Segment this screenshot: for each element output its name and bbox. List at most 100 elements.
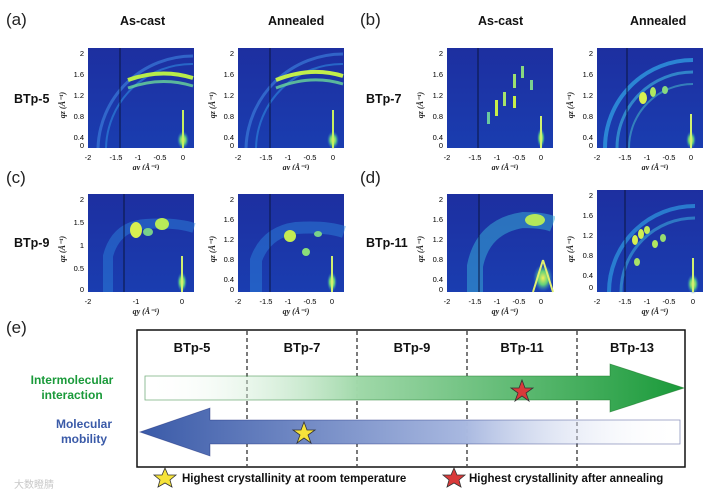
tick: 0.8	[583, 251, 593, 260]
scheme-column-btp7: BTp-7	[284, 340, 321, 355]
tick: 2	[589, 191, 593, 200]
tick: -1	[133, 297, 140, 306]
scheme-column-btp13: BTp-13	[610, 340, 654, 355]
tick: 2	[439, 195, 443, 204]
y-axis-label: qz (Å⁻¹)	[208, 91, 217, 118]
tick: 1.6	[74, 70, 84, 79]
tick: -0.5	[513, 153, 526, 162]
panel-d-label: (d)	[360, 168, 381, 187]
panel-c-sample: BTp-9	[14, 236, 50, 250]
tick: -1.5	[469, 297, 482, 306]
y-axis-label-b: qz (Å⁻¹)	[416, 91, 425, 118]
tick: 1.6	[224, 215, 234, 224]
tick: 0.4	[433, 133, 443, 142]
intermolecular-label-2: interaction	[41, 388, 102, 402]
y-axis-label: qz (Å⁻¹)	[58, 235, 67, 262]
panel-d-sample: BTp-11	[366, 236, 408, 250]
tick: -1	[494, 153, 501, 162]
y-axis-label-a: qz (Å⁻¹)	[58, 91, 67, 118]
tick: 1.2	[433, 91, 443, 100]
panel-e-label: (e)	[6, 318, 27, 337]
tick: -0.5	[304, 153, 317, 162]
tick: -1.5	[619, 297, 632, 306]
x-axis-label: qy (Å⁻¹)	[642, 307, 669, 316]
tick: 0	[180, 297, 184, 306]
y-axis-label: qz (Å⁻¹)	[566, 235, 575, 262]
giwaxs-image-d-annealed: 2 1.6 1.2 0.8 0.4 0 -2 -1.5 -1 -0.5 0 qy…	[583, 190, 703, 316]
tick: -1.5	[260, 297, 273, 306]
tick: 0.4	[224, 275, 234, 284]
scheme-column-btp5: BTp-5	[174, 340, 211, 355]
tick: 0.4	[224, 133, 234, 142]
giwaxs-image-b-as-cast: 2 1.6 1.2 0.8 0.4 0 -2 -1.5 -1 -0.5 0 qy…	[433, 48, 553, 170]
tick: 0.8	[224, 255, 234, 264]
tick: 0	[539, 297, 543, 306]
tick: -0.5	[663, 297, 676, 306]
panel-a-label: (a)	[6, 10, 27, 29]
y-axis-label: qz (Å⁻¹)	[566, 91, 575, 118]
tick: 1.2	[74, 91, 84, 100]
tick: 1.6	[224, 70, 234, 79]
tick: 0	[230, 285, 234, 294]
tick: 0.8	[583, 112, 593, 121]
tick: -0.5	[663, 153, 676, 162]
y-axis-label-d: qz (Å⁻¹)	[416, 235, 425, 262]
panel-a-title-as-cast: As-cast	[120, 14, 166, 28]
scheme-column-btp11: BTp-11	[500, 340, 543, 355]
tick: -2	[594, 153, 601, 162]
tick: 1.6	[433, 70, 443, 79]
giwaxs-image-a-annealed: 2 1.6 1.2 0.8 0.4 0 -2 -1.5 -1 -0.5 0 qy…	[224, 48, 344, 170]
tick: 1	[80, 241, 84, 250]
tick: 0	[589, 141, 593, 150]
tick: 0	[439, 285, 443, 294]
x-axis-label: qy (Å⁻¹)	[283, 163, 310, 170]
y-axis-label: qz (Å⁻¹)	[416, 91, 425, 118]
y-axis-label: qz (Å⁻¹)	[416, 235, 425, 262]
tick: -1	[135, 153, 142, 162]
x-axis-label: qy (Å⁻¹)	[283, 307, 310, 316]
tick: 2	[230, 49, 234, 58]
tick: 1.2	[583, 91, 593, 100]
x-axis-label: qy (Å⁻¹)	[492, 307, 519, 316]
tick: -1.5	[260, 153, 273, 162]
tick: -2	[235, 153, 242, 162]
tick: 2	[230, 195, 234, 204]
tick: 0	[589, 283, 593, 292]
tick: 0.8	[433, 112, 443, 121]
tick: 0	[539, 153, 543, 162]
mobility-label-1: Molecular	[56, 417, 112, 431]
y-axis-label: qz (Å⁻¹)	[208, 235, 217, 262]
tick: -1	[644, 297, 651, 306]
tick: 0.4	[74, 133, 84, 142]
legend-red-text: Highest crystallinity after annealing	[469, 473, 663, 485]
legend-yellow-text: Highest crystallinity at room temperatur…	[182, 473, 406, 485]
tick: 0	[80, 141, 84, 150]
scheme-diagram: BTp-5 BTp-7 BTp-9 BTp-11 BTp-13 Intermol…	[14, 329, 686, 491]
tick: 2	[80, 195, 84, 204]
tick: 0.5	[74, 264, 84, 273]
tick: -1.5	[469, 153, 482, 162]
x-axis-label: qy (Å⁻¹)	[642, 163, 669, 170]
legend-red-star-icon	[441, 466, 467, 488]
tick: -1.5	[110, 153, 123, 162]
tick: 1.6	[433, 215, 443, 224]
panel-b-label: (b)	[360, 10, 381, 29]
red-star-icon	[509, 378, 535, 403]
tick: 0.4	[583, 133, 593, 142]
tick: -2	[85, 297, 92, 306]
watermark: 大数瞪腈	[14, 478, 54, 491]
tick: -0.5	[154, 153, 167, 162]
intermolecular-arrow	[144, 363, 686, 413]
tick: -1.5	[619, 153, 632, 162]
panel-b-sample: BTp-7	[366, 92, 402, 106]
tick: 0.4	[583, 271, 593, 280]
tick: 0	[689, 153, 693, 162]
giwaxs-image-b-annealed: 2 1.6 1.2 0.8 0.4 0 -2 -1.5 -1 -0.5 0 qy…	[583, 48, 703, 170]
tick: -1	[644, 153, 651, 162]
panel-b-title-as-cast: As-cast	[478, 14, 524, 28]
tick: 1.2	[224, 235, 234, 244]
tick: 1.2	[583, 231, 593, 240]
panel-b-title-annealed: Annealed	[630, 14, 687, 28]
x-axis-label: qy (Å⁻¹)	[133, 163, 160, 170]
mobility-arrow	[138, 407, 681, 457]
